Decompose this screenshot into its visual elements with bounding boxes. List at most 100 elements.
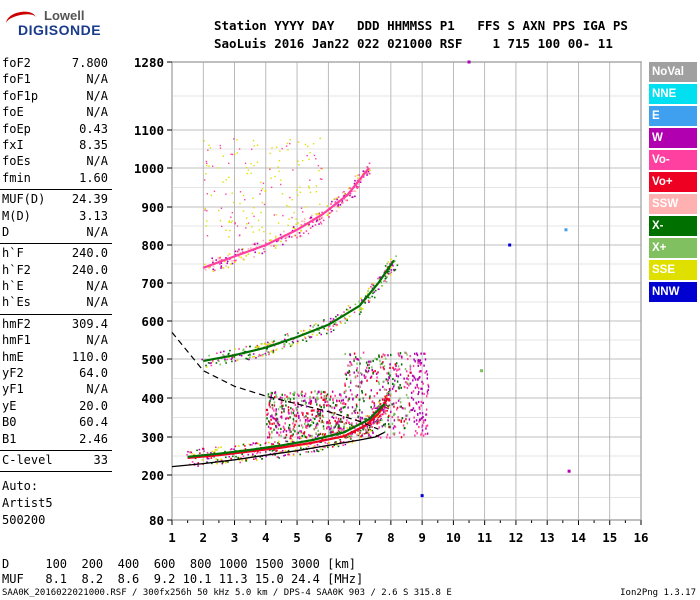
echo-point [264, 451, 267, 453]
spread-f-point [342, 406, 345, 409]
spread-f-point [377, 380, 380, 384]
echo-point [230, 358, 233, 360]
spread-f-point [276, 417, 278, 420]
spread-f-point [360, 373, 363, 376]
upper-clutter-point [252, 139, 255, 142]
param-value: N/A [86, 333, 108, 348]
trace-line [187, 397, 389, 459]
spread-f-point [347, 371, 350, 374]
echo-point [272, 351, 275, 353]
spread-f-point [418, 420, 420, 423]
echo-point [313, 445, 316, 447]
upper-clutter-point [299, 186, 301, 189]
param-separator [0, 243, 112, 245]
echo-point [305, 230, 308, 232]
upper-clutter-point [296, 189, 298, 191]
spread-f-point [403, 420, 406, 423]
spread-f-point [373, 402, 375, 405]
spread-f-point [426, 424, 429, 427]
spread-f-point [409, 364, 412, 367]
spread-f-point [325, 404, 328, 407]
echo-point [281, 347, 284, 350]
spread-f-point [276, 431, 278, 434]
spread-f-point [331, 406, 333, 409]
echo-point [277, 239, 280, 242]
header-line1: Station YYYY DAY DDD HHMMSS P1 FFS S AXN… [214, 18, 628, 33]
spread-f-point [308, 433, 310, 437]
spread-f-point [293, 414, 296, 417]
echo-point [261, 252, 264, 255]
echo-point [332, 318, 335, 320]
param-row: foF1p N/A [0, 89, 112, 105]
spread-f-point [314, 390, 316, 393]
echo-point [364, 429, 367, 431]
upper-clutter-point [281, 147, 283, 150]
upper-clutter-point [207, 149, 209, 151]
echo-point [220, 267, 222, 269]
spread-f-point [340, 418, 342, 421]
spread-f-point [392, 385, 395, 388]
spread-f-point [417, 400, 420, 404]
spread-f-point [288, 423, 291, 427]
echo-point [372, 292, 374, 295]
spread-f-point [386, 436, 388, 439]
upper-clutter-point [239, 202, 241, 205]
echo-point [249, 444, 252, 446]
spread-f-point [312, 421, 315, 424]
spread-f-point [370, 424, 372, 428]
spread-f-point [276, 421, 279, 424]
spread-f-point [343, 425, 346, 428]
echo-point [297, 332, 299, 334]
upper-clutter-point [319, 178, 322, 180]
spread-f-point [339, 409, 341, 412]
spread-f-point [397, 365, 400, 368]
echo-point [245, 459, 247, 461]
echo-point [197, 465, 199, 467]
upper-clutter-point [206, 210, 208, 212]
echo-point [344, 322, 347, 325]
spread-f-point [416, 383, 418, 386]
spread-f-point [355, 395, 358, 398]
auto-program: Artist5 [2, 496, 53, 510]
upper-clutter-point [231, 220, 233, 222]
upper-clutter-point [289, 142, 291, 145]
echo-point [335, 210, 338, 213]
spread-f-point [344, 384, 346, 387]
echo-point [191, 461, 194, 463]
echo-point [356, 187, 359, 189]
echo-point [386, 409, 388, 412]
spread-f-point [420, 387, 422, 390]
echo-point [363, 432, 366, 435]
logo-line1: Lowell [44, 8, 85, 23]
spread-f-point [292, 422, 294, 425]
spread-f-point [403, 433, 405, 436]
upper-clutter-point [230, 153, 232, 156]
spread-f-point [416, 402, 418, 406]
spread-f-point [320, 393, 322, 396]
spread-f-point [351, 412, 353, 415]
echo-point [211, 360, 214, 363]
spread-f-point [271, 422, 273, 426]
spread-f-point [386, 433, 389, 436]
echo-point [380, 413, 382, 416]
echo-point [305, 451, 307, 453]
spread-f-point [412, 364, 415, 368]
upper-clutter-point [297, 194, 299, 196]
echo-point [201, 358, 203, 361]
spread-f-point [316, 396, 318, 399]
upper-clutter-point [225, 193, 227, 195]
echo-point [389, 274, 392, 276]
spread-f-point [395, 364, 397, 368]
spread-f-point [309, 400, 311, 403]
upper-clutter-point [252, 197, 254, 199]
spread-f-point [395, 362, 398, 365]
spread-f-point [379, 359, 381, 363]
echo-point [270, 443, 273, 445]
echo-point [206, 451, 209, 454]
upper-clutter-point [318, 169, 320, 172]
param-row: foEs N/A [0, 154, 112, 170]
param-row: yF1 N/A [0, 382, 112, 398]
spread-f-point [319, 417, 321, 420]
echo-point [245, 357, 247, 360]
echo-point [343, 190, 345, 193]
